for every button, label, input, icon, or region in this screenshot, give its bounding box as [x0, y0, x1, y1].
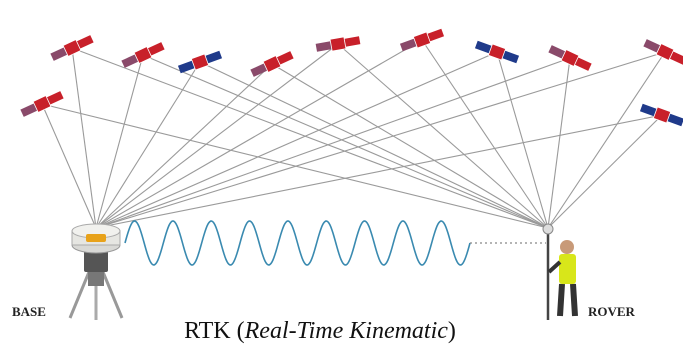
satellite	[250, 49, 295, 78]
satellite	[121, 40, 166, 69]
ray	[96, 64, 272, 228]
solar-panel	[205, 51, 222, 64]
ray	[96, 52, 665, 228]
ray	[497, 52, 548, 228]
solar-panel	[502, 51, 519, 64]
rover-label: ROVER	[588, 304, 636, 319]
satellite	[20, 89, 65, 118]
satellite-body	[330, 37, 346, 51]
satellite	[177, 49, 222, 75]
signal-rays	[42, 40, 665, 228]
solar-panel	[427, 29, 444, 42]
solar-panel	[344, 36, 360, 46]
ray	[96, 115, 662, 228]
base-label: BASE	[12, 304, 46, 319]
ray	[548, 52, 665, 228]
radio-wave	[125, 221, 470, 265]
ray	[96, 44, 338, 228]
ray	[143, 55, 548, 228]
satellite	[399, 27, 444, 53]
satellite	[315, 34, 360, 53]
solar-panel	[178, 61, 195, 74]
ray	[548, 115, 662, 228]
caption-italic: Real-Time Kinematic	[244, 318, 449, 344]
ray	[42, 104, 548, 228]
solar-panel	[640, 104, 657, 117]
satellite	[474, 39, 519, 65]
rtk-diagram: BASE ROVER RTK (Real-Time Kinematic)	[0, 0, 683, 348]
caption-suffix: )	[448, 318, 456, 344]
ray	[200, 62, 548, 228]
satellite	[548, 43, 593, 72]
rover-surveyor	[543, 224, 576, 320]
ray	[96, 55, 143, 228]
solar-panel	[400, 39, 417, 52]
base-station	[70, 224, 122, 320]
satellite	[639, 102, 683, 128]
ray	[548, 58, 570, 228]
caption-prefix: RTK (	[184, 318, 245, 344]
satellite	[50, 33, 95, 62]
satellite	[643, 37, 683, 66]
caption: RTK (Real-Time Kinematic)	[184, 318, 456, 344]
solar-panel	[475, 41, 492, 54]
